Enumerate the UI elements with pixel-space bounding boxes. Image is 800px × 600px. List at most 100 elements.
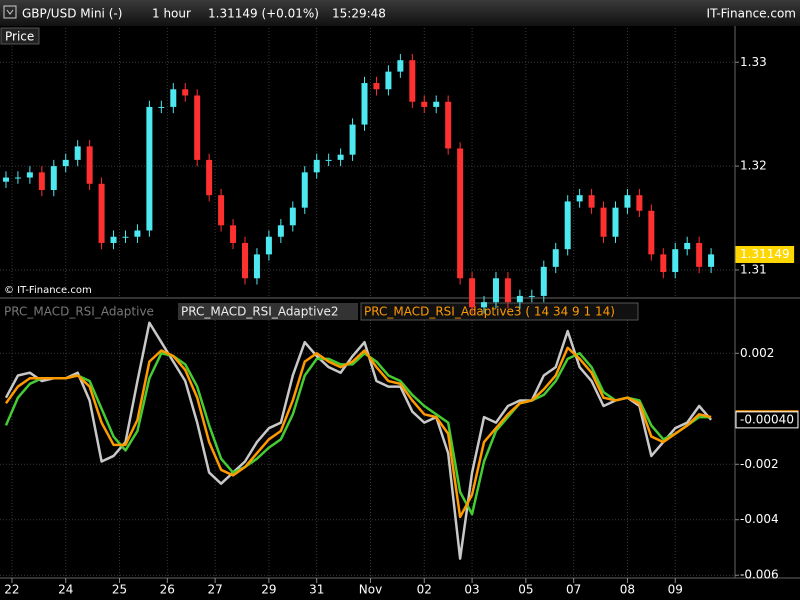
candle-body (206, 159, 213, 196)
legend-label: PRC_MACD_RSI_Adaptive3 ( 14 34 9 1 14) (364, 305, 615, 319)
y-tick-label: 0.002 (740, 346, 774, 360)
candle-body (552, 249, 559, 267)
candle-body (445, 101, 452, 149)
candle-body (397, 60, 404, 72)
candle-body (564, 201, 571, 250)
candle-body (301, 172, 308, 208)
legend-box (178, 303, 358, 320)
candle-body (409, 60, 416, 102)
candle-body (540, 266, 547, 296)
candle-body (86, 146, 93, 184)
collapse-arrow (6, 9, 14, 15)
candle-body (2, 177, 9, 182)
x-tick-label: 24 (58, 583, 73, 597)
legend-label: PRC_MACD_RSI_Adaptive (4, 305, 154, 319)
candle-body (313, 159, 320, 173)
candle-body (648, 210, 655, 255)
candle-body (636, 195, 643, 211)
candle-body (469, 278, 476, 308)
candle-body (481, 302, 488, 308)
y-tick-label: -0.002 (740, 457, 779, 471)
candle-body (158, 106, 165, 108)
candle-body (253, 254, 260, 279)
candle-body (182, 89, 189, 96)
x-tick-label: 03 (464, 583, 479, 597)
y-tick-label: 1.32 (740, 159, 767, 173)
candle-body (708, 254, 715, 267)
candle-body (516, 295, 523, 303)
candle-body (194, 95, 201, 160)
candle-body (660, 254, 667, 273)
candle-body (624, 195, 631, 208)
indicator-line (4, 346, 712, 519)
price-tag (735, 245, 795, 263)
panel-title-box (0, 27, 40, 45)
indicator-line (4, 352, 712, 516)
candle-body (170, 89, 177, 107)
candle-body (26, 172, 33, 178)
candle-body (110, 236, 117, 243)
panel-title: Price (5, 30, 34, 44)
price-tag-label: 1.31149 (740, 247, 790, 261)
time: 15:29:48 (332, 7, 386, 21)
candle-body (528, 295, 535, 297)
x-tick-label: 08 (620, 583, 635, 597)
candle-body (134, 230, 141, 237)
price-tag (735, 411, 799, 429)
y-tick-label: 1.33 (740, 55, 767, 69)
watermark: © IT-Finance.com (4, 285, 92, 296)
candle-body (337, 154, 344, 160)
candle-body (492, 278, 499, 303)
candle-body (696, 242, 703, 267)
x-tick-label: 02 (417, 583, 432, 597)
x-tick-label: 22 (4, 583, 19, 597)
candle-body (684, 242, 691, 250)
candle-body (38, 172, 45, 190)
site: IT-Finance.com (707, 7, 796, 21)
candle-body (612, 207, 619, 237)
x-tick-label: 07 (566, 583, 581, 597)
candle-body (361, 83, 368, 125)
x-tick-label: 05 (518, 583, 533, 597)
x-tick-label: Nov (359, 583, 382, 597)
candle-body (74, 146, 81, 160)
candle-body (146, 106, 153, 231)
x-tick-label: 26 (160, 583, 175, 597)
candle-body (504, 278, 511, 303)
candle-body (385, 71, 392, 90)
candle-body (218, 195, 225, 226)
candle-body (62, 159, 69, 167)
timeframe: 1 hour (152, 7, 191, 21)
candle-body (588, 195, 595, 208)
candle-body (230, 225, 237, 243)
candle-body (277, 225, 284, 237)
candle-body (373, 83, 380, 90)
x-tick-label: 29 (261, 583, 276, 597)
y-tick-label: 1.31 (740, 262, 767, 276)
candle-body (122, 236, 129, 238)
candle-body (576, 195, 583, 202)
price: 1.31149 (+0.01%) (208, 7, 319, 21)
y-tick-label: -0.004 (740, 512, 779, 526)
candle-body (433, 101, 440, 107)
x-tick-label: 31 (309, 583, 324, 597)
candle-body (265, 236, 272, 255)
price-tag-label: -0.00040 (740, 412, 794, 426)
candle-body (98, 183, 105, 243)
candle-body (672, 249, 679, 273)
collapse-icon[interactable] (3, 5, 17, 19)
candle-body (242, 242, 248, 279)
legend-label: PRC_MACD_RSI_Adaptive2 (181, 305, 339, 319)
candle-body (600, 207, 607, 237)
candle-body (457, 148, 464, 279)
candle-body (421, 101, 428, 107)
candle-body (349, 124, 356, 155)
candle-body (14, 177, 21, 179)
x-tick-label: 27 (207, 583, 222, 597)
x-tick-label: 25 (112, 583, 127, 597)
candle-body (50, 166, 57, 190)
candle-body (325, 159, 332, 161)
y-tick-label: -0.006 (740, 568, 779, 582)
candle-body (289, 207, 296, 226)
